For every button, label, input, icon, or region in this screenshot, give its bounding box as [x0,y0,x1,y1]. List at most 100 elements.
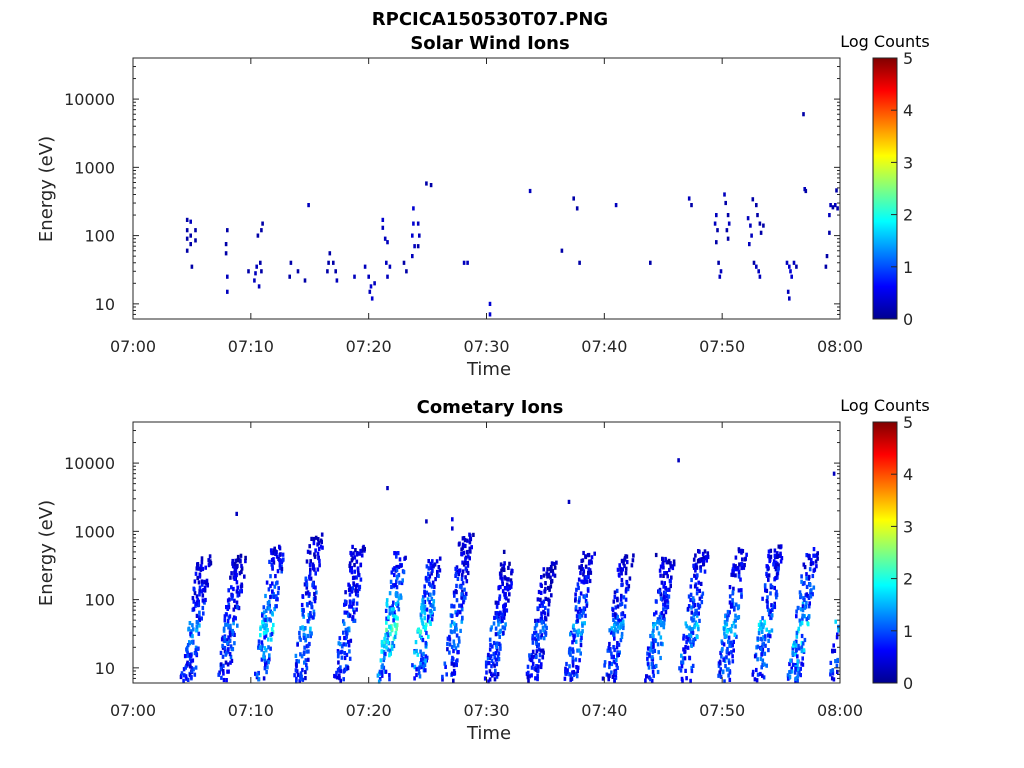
data-cell [759,625,762,630]
data-cell [796,654,799,659]
data-cell [539,648,543,653]
data-cell [353,274,356,279]
data-cell [449,623,453,628]
data-cell [756,644,760,649]
data-cell [421,620,424,625]
data-cell [236,585,239,590]
data-cell [488,312,492,317]
data-cell [228,597,231,602]
data-cell [768,558,771,564]
data-cell [483,676,487,681]
data-cell [505,596,508,601]
panel-title-cometary: Cometary Ions [417,397,564,418]
data-cell [728,594,732,599]
data-cell [659,573,662,578]
data-cell [607,677,610,682]
data-cell [728,660,731,665]
data-cell [734,624,737,629]
data-cell [694,553,697,558]
data-cell [421,595,425,600]
data-cell [731,659,735,664]
data-cell [493,615,496,620]
data-cell [777,544,781,549]
data-cell [615,658,618,663]
data-cell [498,634,501,639]
data-cell [650,678,654,683]
data-cell [669,561,672,566]
data-cell [761,616,764,621]
data-cell [734,618,737,623]
data-cell [497,585,501,590]
data-cell [422,625,425,630]
data-cell [226,641,229,646]
data-cell [318,558,321,563]
data-cell [528,674,531,679]
data-cell [199,567,203,572]
data-cell [225,638,229,643]
data-cell [353,569,356,574]
data-cell [485,670,488,675]
data-cell [189,631,192,636]
data-cell [190,629,193,634]
data-cell [192,599,196,604]
data-cell [583,595,587,600]
data-cell [390,627,394,632]
data-cell [616,614,619,619]
data-cell [568,664,571,669]
data-cell [274,581,278,586]
data-cell [416,652,420,657]
data-cell [620,559,624,564]
data-cell [305,666,309,671]
data-cell [257,677,261,682]
data-cell [797,626,801,631]
data-cell [461,542,465,547]
data-cell [535,622,539,627]
data-cell [205,578,209,583]
data-cell [756,636,759,641]
data-cell [424,656,427,661]
data-cell [578,596,581,601]
data-cell [615,588,619,593]
data-cell [453,629,456,634]
data-cell [758,221,762,226]
data-cell [803,565,807,570]
data-cell [416,628,420,633]
data-cell [194,228,197,233]
data-cell [432,590,436,595]
data-cell [185,236,189,241]
data-cell [495,662,499,667]
data-cell [765,663,768,668]
data-cell [430,571,433,576]
data-cell [807,595,811,600]
data-cell [807,553,810,558]
data-cell [690,631,693,636]
data-cell [760,629,764,634]
data-cell [398,557,402,562]
data-cell [588,578,592,584]
data-cell [568,672,571,677]
data-cell [585,603,589,608]
data-cell [806,622,810,627]
data-cell [274,574,277,579]
data-cell [665,605,668,610]
data-cell [772,559,776,564]
data-cell [691,626,694,632]
data-cell [391,604,394,609]
data-cell [429,603,432,608]
data-cell [663,571,666,576]
data-cell [455,598,459,603]
data-cell [191,596,195,601]
data-cell [268,606,271,611]
data-cell [815,564,818,569]
data-cell [722,626,726,631]
data-cell [615,645,619,650]
data-cell [503,575,506,580]
data-cell [572,672,576,677]
data-cell [262,654,265,659]
data-cell [795,630,799,635]
data-cell [759,620,762,625]
data-cell [533,626,537,631]
data-cell [799,622,802,627]
data-cell [724,614,727,619]
data-cell [337,641,341,646]
